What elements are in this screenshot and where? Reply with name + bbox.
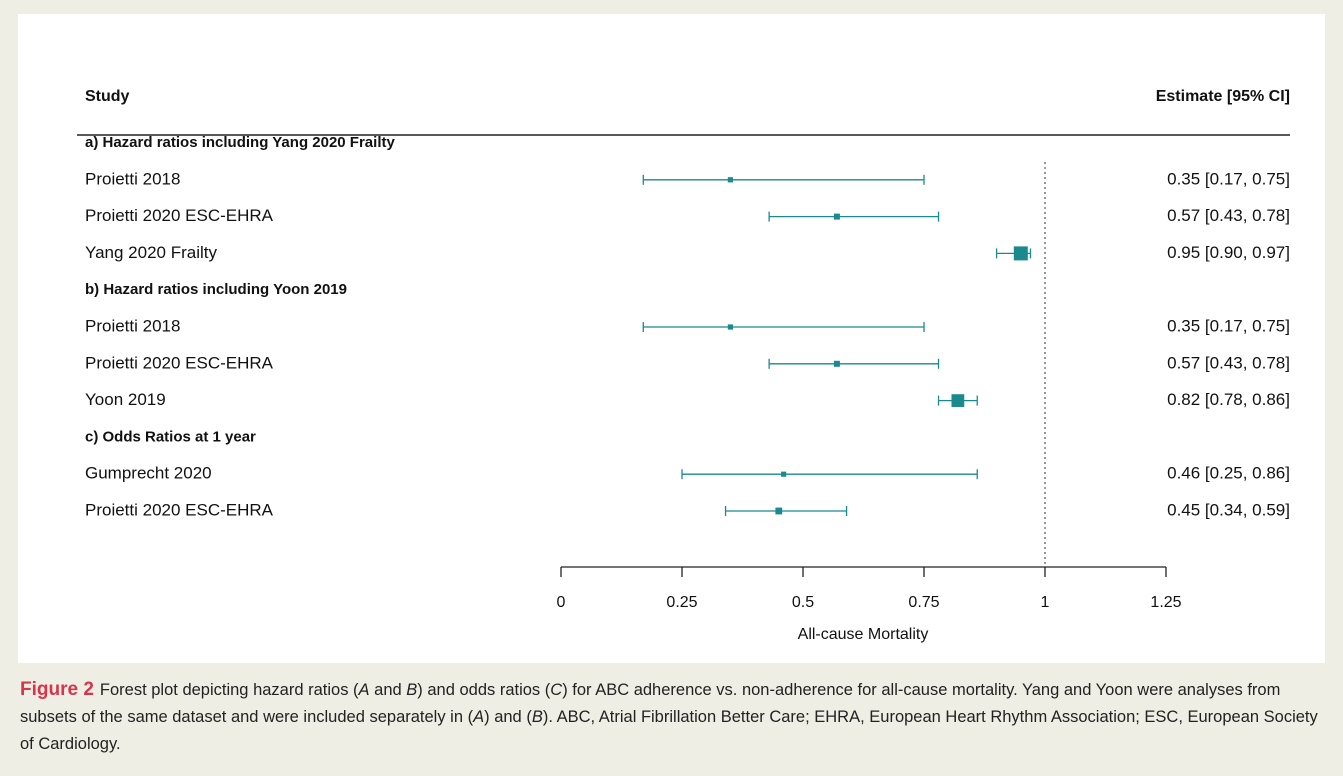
study-name: Proietti 2018 [85,316,180,335]
x-tick-label: 1 [1041,594,1050,611]
column-header: Study [85,88,130,105]
caption-segment: B [531,708,543,726]
x-tick-label: 0.25 [666,594,697,611]
estimate-label: 0.57 [0.43, 0.78] [1167,353,1290,372]
study-name: Yoon 2019 [85,390,166,409]
study-name: Proietti 2020 ESC-EHRA [85,500,274,519]
estimate-label: 0.46 [0.25, 0.86] [1167,464,1290,483]
caption-text: Forest plot depicting hazard ratios (A a… [20,681,1318,753]
estimate-label: 0.35 [0.17, 0.75] [1167,316,1290,335]
estimate-box [781,471,787,477]
estimate-box [951,394,965,407]
caption-segment: ) for ABC adherence vs. non-adherence fo… [20,681,1281,726]
caption-segment: B [406,681,418,699]
group-title: a) Hazard ratios including Yang 2020 Fra… [85,134,395,151]
estimate-box [727,324,734,330]
x-tick-label: 1.25 [1150,594,1181,611]
estimate-label: 0.82 [0.78, 0.86] [1167,390,1290,409]
study-name: Proietti 2020 ESC-EHRA [85,353,274,372]
estimate-label: 0.95 [0.90, 0.97] [1167,243,1290,262]
caption-segment: ). ABC, Atrial Fibrillation Better Care;… [20,708,1318,753]
caption: Figure 2 Forest plot depicting hazard rat… [20,676,1320,758]
estimate-box [833,213,840,220]
group-title: b) Hazard ratios including Yoon 2019 [85,281,347,298]
caption-segment: and [369,681,407,699]
estimate-label: 0.45 [0.34, 0.59] [1167,500,1290,519]
chart: Study Estimate [95% CI] All-cause Mortal… [18,14,1325,663]
estimate-label: 0.57 [0.43, 0.78] [1167,206,1290,225]
x-axis-title: All-cause Mortality [798,626,929,643]
study-name: Yang 2020 Frailty [85,243,217,262]
estimate-label: 0.35 [0.17, 0.75] [1167,169,1290,188]
column-header: Estimate [95% CI] [1156,88,1290,105]
caption-segment: A [473,708,485,726]
estimate-box [775,507,783,515]
study-name: Proietti 2020 ESC-EHRA [85,206,274,225]
group-title: c) Odds Ratios at 1 year [85,428,256,445]
study-name: Proietti 2018 [85,169,180,188]
panel [18,14,1325,663]
study-name: Gumprecht 2020 [85,464,212,483]
caption-segment: A [358,681,370,699]
x-tick-label: 0.5 [792,594,814,611]
caption-label: Figure 2 [20,679,94,700]
caption-segment: ) and odds ratios ( [417,681,551,699]
caption-segment: C [550,681,563,699]
estimate-box [1013,246,1028,261]
caption-segment: Forest plot depicting hazard ratios ( [99,681,359,699]
estimate-box [833,360,840,367]
estimate-box [727,177,734,183]
caption-segment: ) and ( [484,708,532,726]
x-tick-label: 0.75 [908,594,939,611]
x-tick-label: 0 [557,594,566,611]
